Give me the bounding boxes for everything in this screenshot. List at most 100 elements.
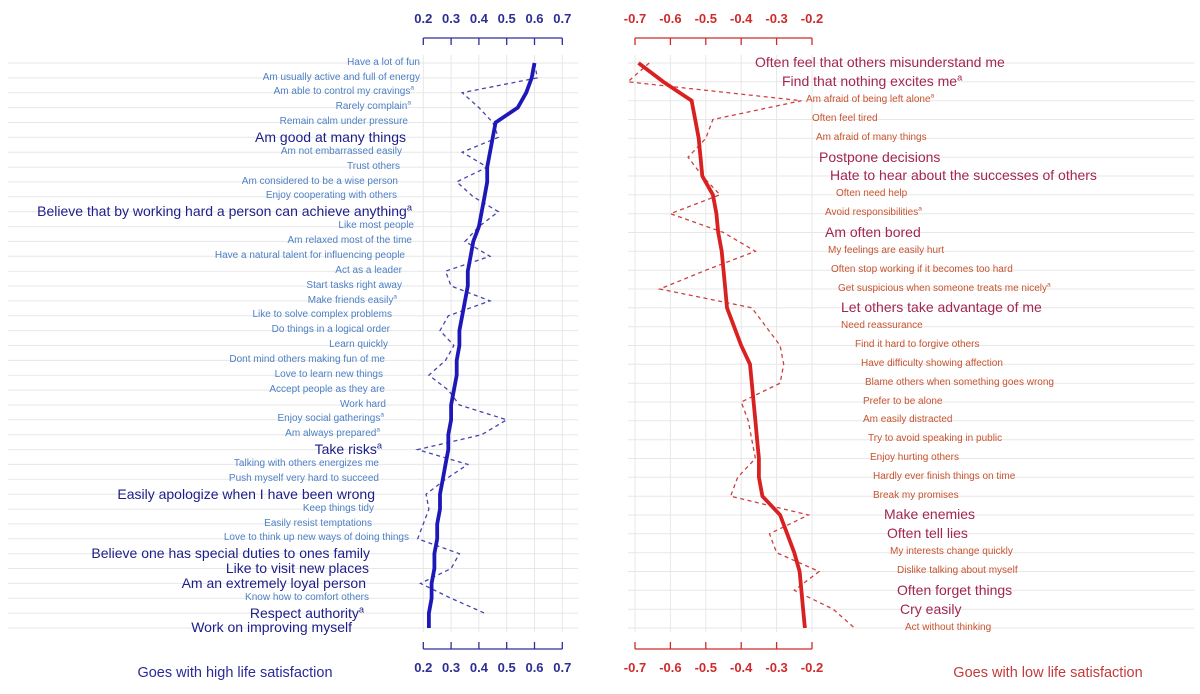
footnote-marker: a (410, 84, 414, 92)
item-label: Do things in a logical order (271, 324, 390, 336)
footnote-marker: a (407, 99, 411, 107)
item-label: Work on improving myself (191, 619, 352, 636)
item-label: Push myself very hard to succeed (228, 472, 379, 484)
item-label: Often forget things (897, 581, 1013, 598)
item-label: Learn quickly (329, 339, 388, 351)
item-label: My feelings are easily hurt (828, 244, 945, 256)
item-label: Enjoy cooperating with others (265, 190, 397, 202)
footnote-marker: a (358, 603, 364, 614)
item-label: Hardly ever finish things on time (873, 470, 1016, 482)
axis-tick-label: 0.6 (525, 11, 544, 26)
item-label: Remain calm under pressure (279, 116, 408, 128)
item-label: Avoid responsibilitiesa (825, 205, 922, 219)
item-label: Cry easily (900, 600, 962, 617)
axis-tick-label: -0.5 (694, 660, 717, 675)
item-label: Enjoy hurting others (870, 452, 959, 464)
footnote-marker: a (957, 72, 963, 83)
item-label: Often need help (836, 188, 908, 200)
item-label: Believe that by working hard a person ca… (37, 202, 412, 220)
item-label: Act as a leader (335, 264, 402, 276)
caption-high-life-satisfaction: Goes with high life satisfaction (137, 665, 333, 681)
item-label: Easily apologize when I have been wrong (117, 485, 375, 502)
panel-high-life-satisfaction (8, 37, 578, 650)
axis-tick-label: 0.4 (469, 660, 488, 675)
axis-tick-label: -0.4 (729, 11, 753, 26)
footnote-marker: a (406, 202, 412, 213)
item-label: Find it hard to forgive others (855, 339, 980, 351)
item-label: Often stop working if it becomes too har… (831, 263, 1013, 275)
axis-tick-label: 0.5 (497, 660, 516, 675)
item-label: Accept people as they are (269, 383, 385, 395)
item-label: Enjoy social gatheringsa (277, 412, 384, 425)
item-label: Act without thinking (905, 621, 992, 633)
item-label: Am always prepareda (285, 426, 380, 440)
panel-low-life-satisfaction (626, 37, 1194, 650)
axis-tick-label: -0.7 (623, 660, 647, 675)
axis-tick-label: -0.2 (800, 11, 824, 26)
footnote-marker: a (380, 412, 384, 420)
item-label: Keep things tidy (302, 502, 374, 514)
axis-tick-label: -0.4 (729, 660, 753, 675)
item-label: Like to visit new places (225, 560, 369, 576)
item-label: Try to avoid speaking in public (868, 433, 1003, 445)
footnote-marker: a (393, 293, 397, 301)
item-label: Often feel that others misunderstand me (755, 54, 1005, 71)
item-label: Am afraid of being left alonea (806, 92, 935, 106)
item-label: Talking with others energizes me (233, 458, 379, 469)
axis-tick-label: -0.5 (694, 11, 717, 26)
item-label: Break my promises (873, 489, 959, 501)
item-label: Get suspicious when someone treats me ni… (838, 281, 1051, 294)
item-label: Am good at many things (255, 128, 406, 145)
item-label: Prefer to be alone (863, 395, 943, 407)
item-label: Easily resist temptations (264, 517, 372, 529)
footnote-marker: a (376, 426, 380, 434)
item-label: Have difficulty showing affection (861, 357, 1003, 369)
item-label: Respect authoritya (249, 603, 364, 621)
item-label: Am usually active and full of energy (262, 71, 420, 83)
item-label: Am able to control my cravingsa (273, 84, 414, 98)
axis-tick-label: 0.5 (497, 11, 516, 26)
axis-tick-label: 0.4 (469, 11, 488, 26)
item-label: Am relaxed most of the time (287, 235, 413, 246)
item-label: Find that nothing excites mea (782, 72, 963, 90)
caption-low-life-satisfaction: Goes with low life satisfaction (953, 665, 1143, 681)
item-label: Dont mind others making fun of me (229, 354, 385, 365)
item-label: Am often bored (825, 223, 921, 240)
item-label: Believe one has special duties to ones f… (91, 545, 370, 562)
footnote-marker: a (918, 205, 922, 213)
axis-tick-label: 0.6 (525, 660, 544, 675)
axis-tick-label: -0.3 (765, 11, 788, 26)
item-label: Am considered to be a wise person (241, 175, 398, 187)
item-label: Start tasks right away (306, 279, 402, 291)
item-label: Make friends easilya (307, 293, 397, 306)
axis-tick-label: 0.3 (442, 11, 461, 26)
axis-tick-label: 0.2 (414, 11, 433, 26)
item-label: Am an extremely loyal person (181, 574, 366, 591)
item-label: Hate to hear about the successes of othe… (830, 167, 1097, 184)
item-label: Rarely complaina (335, 99, 411, 113)
item-label: Take risksa (314, 440, 382, 457)
item-label: Trust others (347, 160, 400, 172)
item-label: Have a lot of fun (347, 56, 420, 68)
item-label: Often feel tired (812, 113, 878, 125)
item-label: Am afraid of many things (816, 131, 927, 143)
item-label: Love to think up new ways of doing thing… (223, 532, 409, 544)
item-label: Am easily distracted (863, 414, 953, 426)
axis-tick-label: 0.7 (553, 660, 572, 675)
item-label: Need reassurance (841, 320, 923, 332)
item-label: Like to solve complex problems (252, 309, 392, 321)
item-label: Dislike talking about myself (897, 565, 1018, 577)
item-label: Let others take advantage of me (841, 299, 1042, 316)
axis-tick-label: -0.3 (765, 660, 788, 675)
footnote-marker: a (930, 92, 935, 100)
axis-tick-label: 0.2 (414, 660, 433, 675)
axis-tick-label: -0.6 (659, 11, 682, 26)
footnote-marker: a (1047, 281, 1051, 289)
item-label: Often tell lies (887, 525, 968, 542)
item-label: Blame others when something goes wrong (865, 376, 1054, 388)
axis-tick-label: -0.6 (659, 660, 682, 675)
item-label: Am not embarrassed easily (280, 145, 402, 157)
footnote-marker: a (376, 440, 382, 451)
